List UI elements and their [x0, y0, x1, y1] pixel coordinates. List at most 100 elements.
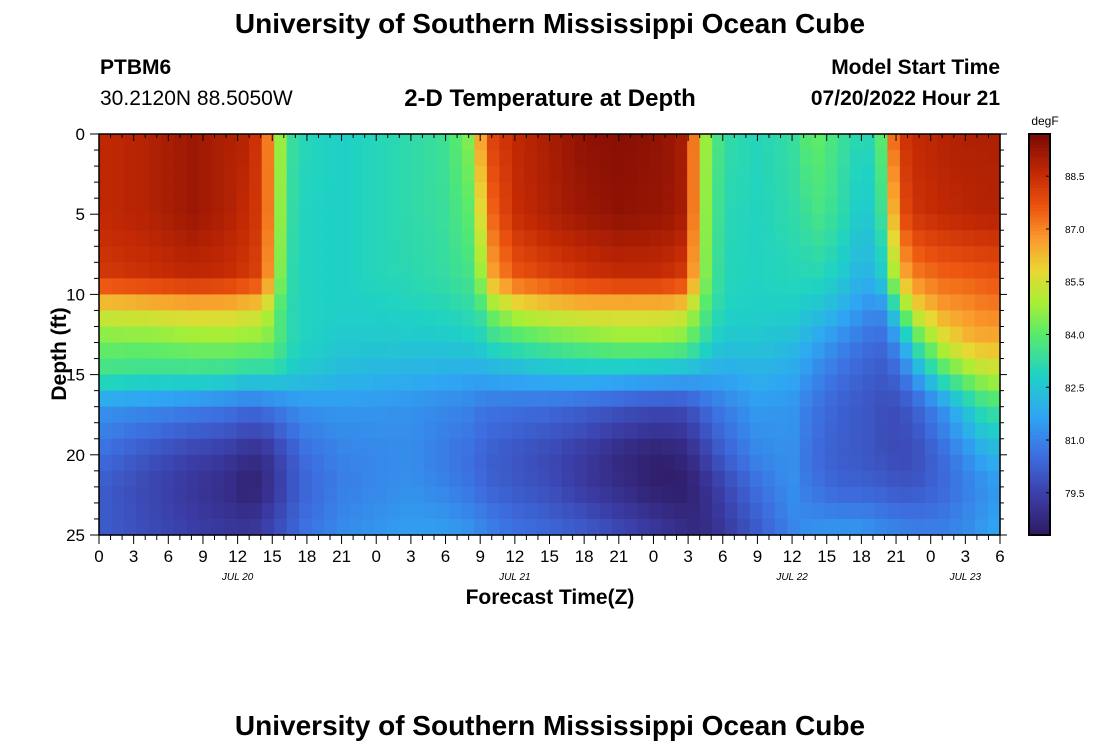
heatmap-cell [924, 422, 939, 440]
heatmap-cell [824, 246, 838, 263]
colorbar-swatch [1029, 471, 1050, 476]
heatmap-cell [849, 198, 863, 215]
heatmap-cell [699, 310, 713, 328]
heatmap-cell [612, 166, 626, 183]
heatmap-cell [136, 486, 150, 504]
heatmap-cell [136, 502, 150, 520]
heatmap-cell [899, 326, 913, 344]
heatmap-cell [824, 294, 838, 312]
heatmap-cell [787, 342, 801, 360]
heatmap-cell [562, 518, 576, 536]
heatmap-cell [399, 182, 413, 199]
heatmap-cell [486, 214, 501, 231]
y-tick-label: 5 [76, 205, 85, 224]
heatmap-cell [411, 134, 425, 151]
colorbar-swatch [1029, 361, 1050, 366]
heatmap-cell [449, 518, 463, 536]
heatmap-cell [812, 182, 826, 199]
colorbar-swatch [1029, 377, 1050, 382]
heatmap-cell [849, 358, 863, 376]
heatmap-cell [249, 518, 263, 536]
heatmap-cell [186, 182, 200, 199]
heatmap-cell [662, 518, 676, 536]
heatmap-cell [587, 358, 601, 376]
heatmap-cell [687, 310, 701, 328]
heatmap-cell [549, 326, 563, 344]
heatmap-cell [837, 134, 851, 151]
heatmap-cell [849, 278, 863, 295]
heatmap-cell [612, 454, 626, 472]
heatmap-cell [211, 326, 225, 344]
heatmap-cell [637, 310, 651, 328]
heatmap-cell [436, 454, 450, 472]
heatmap-cell [624, 454, 638, 472]
heatmap-cell [374, 262, 388, 279]
heatmap-cell [962, 230, 976, 247]
heatmap-cell [624, 246, 638, 263]
heatmap-cell [549, 406, 563, 424]
colorbar-swatch [1029, 347, 1050, 352]
x-tick-label: 9 [475, 547, 484, 566]
heatmap-cell [311, 150, 325, 167]
heatmap-cell [949, 182, 964, 199]
heatmap-cell [712, 278, 726, 295]
heatmap-cell [399, 278, 413, 295]
heatmap-cell [324, 390, 338, 408]
heatmap-cell [574, 454, 588, 472]
x-tick-label: 9 [198, 547, 207, 566]
heatmap-cell [949, 134, 964, 151]
heatmap-cell [461, 310, 476, 328]
heatmap-cell [924, 198, 939, 215]
heatmap-cell [599, 374, 613, 392]
heatmap-cell [236, 166, 250, 183]
heatmap-cell [361, 422, 375, 440]
heatmap-cell [862, 150, 876, 167]
heatmap-cell [186, 358, 200, 376]
heatmap-cell [486, 390, 501, 408]
heatmap-cell [336, 470, 350, 488]
colorbar-swatch [1029, 150, 1050, 155]
heatmap-cell [111, 518, 125, 536]
heatmap-cell [349, 294, 363, 312]
heatmap-cell [449, 230, 463, 247]
heatmap-cell [511, 502, 526, 520]
heatmap-cell [199, 454, 213, 472]
heatmap-cell [974, 198, 989, 215]
heatmap-cell [949, 326, 964, 344]
heatmap-cell [887, 150, 901, 167]
heatmap-cell [674, 422, 688, 440]
heatmap-cell [111, 342, 125, 360]
heatmap-cell [374, 310, 388, 328]
heatmap-cell [411, 294, 425, 312]
heatmap-cell [474, 134, 488, 151]
heatmap-cell [662, 374, 676, 392]
heatmap-cell [149, 310, 163, 328]
heatmap-cell [386, 262, 400, 279]
heatmap-cell [637, 502, 651, 520]
heatmap-cell [774, 294, 788, 312]
heatmap-cell [524, 294, 538, 312]
heatmap-cell [386, 518, 400, 536]
heatmap-cell [536, 230, 551, 247]
heatmap-cell [862, 454, 876, 472]
heatmap-cell [824, 342, 838, 360]
plot-title: 2-D Temperature at Depth [404, 85, 696, 112]
heatmap-cell [687, 294, 701, 312]
heatmap-cell [649, 182, 663, 199]
heatmap-cell [724, 310, 738, 328]
heatmap-cell [824, 454, 838, 472]
heatmap-cell [461, 134, 476, 151]
heatmap-cell [224, 406, 238, 424]
heatmap-cell [799, 134, 813, 151]
heatmap-cell [612, 278, 626, 295]
heatmap-cell [587, 502, 601, 520]
heatmap-cell [274, 166, 288, 183]
heatmap-cell [261, 198, 275, 215]
heatmap-cell [411, 438, 425, 456]
x-tick-label: 0 [371, 547, 380, 566]
heatmap-cell [486, 374, 501, 392]
heatmap-cell [111, 230, 125, 247]
heatmap-cell [436, 134, 450, 151]
heatmap-cell [937, 422, 951, 440]
heatmap-cell [136, 246, 150, 263]
